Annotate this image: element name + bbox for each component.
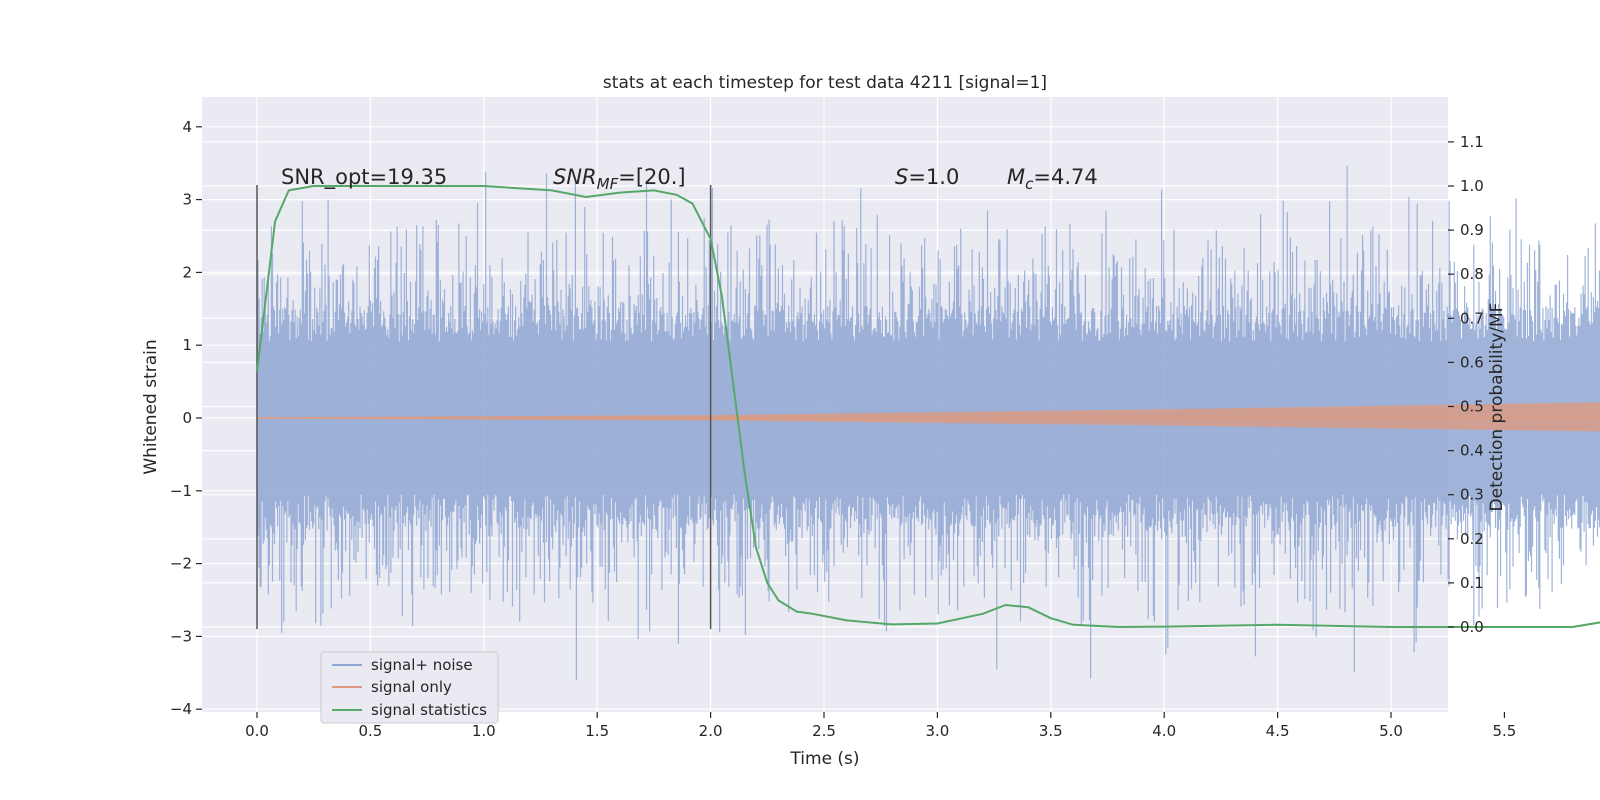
annotation-snr-mf-main: SNR: [553, 165, 597, 189]
vertical-markers: [256, 185, 712, 630]
x-tick-label: 4.0: [1152, 722, 1176, 740]
y-right-tick-label: 0.0: [1460, 618, 1484, 636]
x-tick-label: 3.0: [925, 722, 949, 740]
chart-title: stats at each timestep for test data 421…: [603, 73, 1047, 93]
y-tick-label: −1: [170, 482, 192, 500]
y-tick-label: −2: [170, 555, 192, 573]
annotation-mc-sub: c: [1025, 175, 1034, 193]
legend-label-signal: signal only: [371, 678, 452, 696]
annotation-snr-mf: SNRMF=[20.]: [553, 165, 686, 193]
legend-label-noise: signal+ noise: [371, 656, 473, 674]
y-right-tick-label: 0.3: [1460, 486, 1484, 504]
y-right-tick-label: 0.5: [1460, 398, 1484, 416]
y-axis-label: Whitened strain: [141, 339, 161, 474]
y-right-tick-label: 1.0: [1460, 177, 1484, 195]
annotation-s-main: S: [895, 165, 908, 189]
annotation-snr-mf-sub: MF: [597, 175, 619, 193]
y-tick-label: −3: [170, 627, 192, 645]
y-right-tick-label: 0.8: [1460, 265, 1484, 283]
y-right-tick-label: 0.6: [1460, 353, 1484, 371]
signal-only-series: [257, 402, 1600, 432]
y-axis-ticks: 4 3 2 1 0 −1 −2 −3 −4: [170, 118, 202, 718]
y-right-axis-ticks: 1.1 1.0 0.9 0.8 0.7 0.6 0.5 0.4 0.3 0.2 0.1 0.0: [1448, 133, 1484, 636]
annotation-mc: Mc=4.74: [1007, 165, 1098, 193]
x-axis-label: Time (s): [789, 749, 859, 769]
legend: signal+ noise signal only signal statist…: [320, 651, 499, 724]
annotation-s: S=1.0: [895, 165, 959, 189]
y-right-tick-label: 0.4: [1460, 442, 1484, 460]
y-tick-label: 1: [182, 336, 192, 354]
legend-box: [320, 651, 499, 724]
signal-only-fill: [257, 402, 1600, 432]
x-tick-label: 5.0: [1379, 722, 1403, 740]
y-tick-label: 2: [182, 263, 192, 281]
x-tick-label: 3.5: [1039, 722, 1063, 740]
x-tick-label: 1.0: [472, 722, 496, 740]
x-tick-label: 5.5: [1492, 722, 1516, 740]
annotation-snr-opt: SNR_opt=19.35: [281, 165, 447, 190]
x-tick-label: 0.0: [245, 722, 269, 740]
signal-statistics-line: [256, 185, 1600, 628]
y-tick-label: −4: [170, 700, 192, 718]
y-right-tick-label: 0.9: [1460, 221, 1484, 239]
y-right-tick-label: 0.1: [1460, 574, 1484, 592]
x-tick-label: 1.5: [585, 722, 609, 740]
x-axis-ticks: 0.00.51.01.52.02.53.03.54.04.55.05.56.06…: [245, 712, 1516, 740]
y-tick-label: 0: [182, 409, 192, 427]
y-right-axis-label: Detection probability/MF: [1487, 303, 1507, 512]
y-right-tick-label: 0.7: [1460, 309, 1484, 327]
signal-statistics-series: [256, 185, 1600, 628]
y-right-tick-label: 1.1: [1460, 133, 1484, 151]
x-tick-label: 2.5: [812, 722, 836, 740]
y-tick-label: 3: [182, 191, 192, 209]
x-tick-label: 0.5: [358, 722, 382, 740]
annotation-s-value: =1.0: [908, 165, 959, 189]
y-right-tick-label: 0.2: [1460, 530, 1484, 548]
annotation-mc-main: M: [1007, 165, 1025, 189]
y-tick-label: 4: [182, 118, 192, 136]
x-tick-label: 4.5: [1266, 722, 1290, 740]
x-tick-label: 2.0: [699, 722, 723, 740]
annotation-mc-value: =4.74: [1033, 165, 1097, 189]
legend-label-stats: signal statistics: [371, 701, 487, 719]
annotation-snr-mf-value: =[20.]: [618, 165, 685, 189]
